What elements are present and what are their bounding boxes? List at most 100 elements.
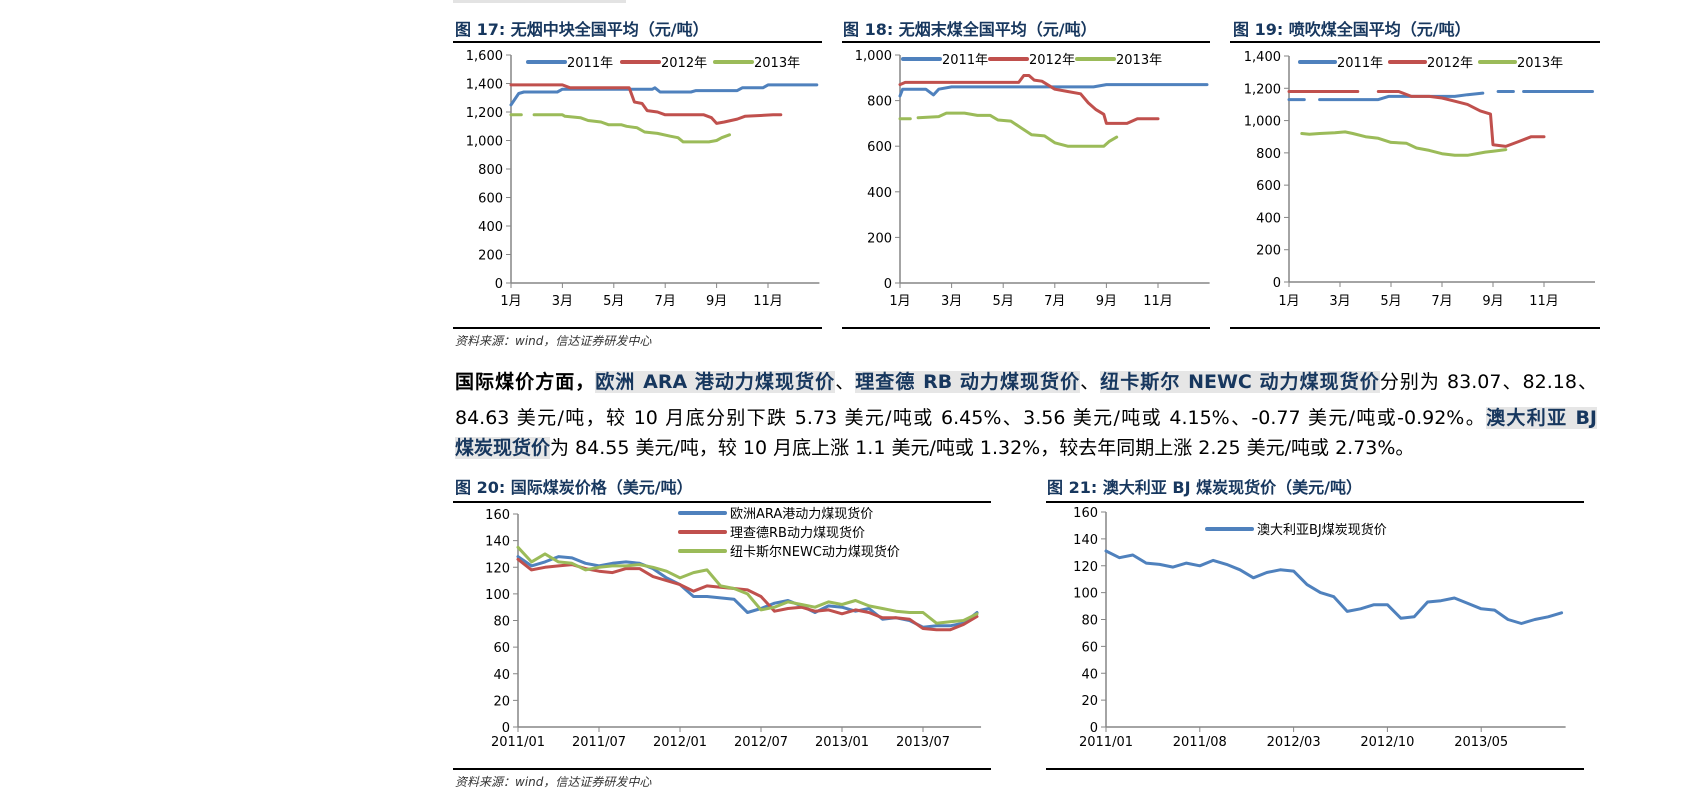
y-tick-label: 600 [1256,179,1281,194]
y-tick-label: 1,000 [855,49,892,64]
highlighted-term: 欧洲 ARA 港动力煤现货价 [595,371,836,393]
x-tick-label: 2012/01 [653,735,707,750]
x-tick-label: 2012/07 [734,735,788,750]
chart-21-bottom-rule [1046,768,1584,770]
x-tick-label: 9月 [706,294,727,309]
y-tick-label: 1,200 [466,106,503,121]
legend-label: 2013年 [754,56,800,71]
y-tick-label: 0 [502,721,510,736]
source-note-top: 资料来源：wind，信达证券研发中心 [455,334,652,348]
x-tick-label: 5月 [1380,294,1401,309]
x-tick-label: 7月 [655,294,676,309]
highlighted-term: 煤炭现货价 [455,437,551,459]
y-tick-label: 1,200 [1244,82,1281,97]
y-tick-label: 200 [1256,244,1281,259]
series-line-3 [1300,130,1508,157]
paragraph-line-2: 84.63 美元/吨，较 10 月底分别下跌 5.73 美元/吨或 6.45%、… [455,406,1597,430]
x-tick-label: 2013/07 [896,735,950,750]
chart-19-bottom-rule [1230,327,1600,329]
x-tick-label: 9月 [1482,294,1503,309]
y-tick-label: 200 [478,249,503,264]
paragraph-text: 分别为 83.07、82.18、 [1379,371,1597,393]
y-tick-label: 160 [485,508,510,523]
series-line-2 [516,557,979,632]
chart-18-bottom-rule [842,327,1210,329]
x-tick-label: 2013/01 [815,735,869,750]
header-bar [453,0,626,3]
x-tick-label: 2011/01 [1079,735,1133,750]
x-tick-label: 2011/01 [491,735,545,750]
x-tick-label: 3月 [552,294,573,309]
chart-21-top-rule [1046,501,1584,503]
x-tick-label: 2011/07 [572,735,626,750]
series-line-2 [509,83,783,125]
y-tick-label: 80 [493,615,510,630]
legend-label: 2013年 [1517,56,1563,71]
highlighted-term: 纽卡斯尔 NEWC 动力煤现货价 [1100,371,1380,393]
x-tick-label: 5月 [993,294,1014,309]
y-tick-label: 40 [493,668,510,683]
y-tick-label: 140 [485,535,510,550]
chart-19-top-rule [1230,41,1600,43]
y-tick-label: 800 [478,163,503,178]
source-note-bottom: 资料来源：wind，信达证券研发中心 [455,775,652,789]
y-tick-label: 800 [867,95,892,110]
y-tick-label: 600 [478,192,503,207]
legend-label: 2013年 [1116,53,1162,68]
highlighted-term: 理查德 RB 动力煤现货价 [855,371,1081,393]
y-tick-label: 200 [867,231,892,246]
paragraph-text: 为 84.55 美元/吨，较 10 月底上涨 1.1 美元/吨或 1.32%，较… [550,437,1415,459]
series-line-3 [509,113,731,144]
y-tick-label: 40 [1081,667,1098,682]
legend-label: 纽卡斯尔NEWC动力煤现货价 [730,544,900,560]
chart-20-title: 图 20: 国际煤炭价格（美元/吨） [455,478,693,497]
y-tick-label: 1,600 [466,49,503,64]
y-tick-label: 800 [1256,147,1281,162]
paragraph-text: 国际煤价方面， [455,371,596,393]
x-tick-label: 3月 [1329,294,1350,309]
x-tick-label: 7月 [1044,294,1065,309]
x-tick-label: 1月 [500,294,521,309]
x-tick-label: 2011/08 [1173,735,1227,750]
y-tick-label: 140 [1073,533,1098,548]
series-line-3 [516,545,979,625]
x-tick-label: 3月 [941,294,962,309]
y-tick-label: 120 [1073,560,1098,575]
chart-20-bottom-rule [453,768,991,770]
y-tick-label: 400 [478,220,503,235]
paragraph-text: 、 [835,371,856,393]
paragraph-text: 84.63 美元/吨，较 10 月底分别下跌 5.73 美元/吨或 6.45%、… [455,407,1487,429]
y-tick-label: 1,000 [466,135,503,150]
series-line-1 [1104,549,1564,625]
y-tick-label: 600 [867,140,892,155]
paragraph-international-coal: 国际煤价方面，欧洲 ARA 港动力煤现货价、理查德 RB 动力煤现货价、纽卡斯尔… [455,370,1597,470]
series-line-1 [898,83,1209,98]
chart-18-top-rule [842,41,1210,43]
series-line-1 [509,83,819,107]
y-tick-label: 0 [1090,721,1098,736]
y-tick-label: 1,000 [1244,115,1281,130]
legend-label: 2012年 [1427,56,1473,71]
x-tick-label: 2013/05 [1454,735,1508,750]
legend-label: 2011年 [1337,56,1383,71]
paragraph-text: 、 [1080,371,1101,393]
chart-21-title: 图 21: 澳大利亚 BJ 煤炭现货价（美元/吨） [1047,478,1362,497]
y-tick-label: 1,400 [466,78,503,93]
legend-label: 澳大利亚BJ煤炭现货价 [1257,522,1387,538]
x-tick-label: 5月 [603,294,624,309]
y-tick-label: 20 [493,694,510,709]
series-line-2 [1287,90,1546,148]
x-tick-label: 11月 [1529,294,1559,309]
x-tick-label: 11月 [1143,294,1173,309]
legend-label: 2012年 [1029,53,1075,68]
y-tick-label: 80 [1081,614,1098,629]
x-tick-label: 11月 [753,294,783,309]
x-tick-label: 9月 [1096,294,1117,309]
y-tick-label: 1,400 [1244,50,1281,65]
x-tick-label: 2012/03 [1267,735,1321,750]
series-line-2 [898,74,1160,125]
y-tick-label: 400 [1256,211,1281,226]
paragraph-line-3: 煤炭现货价为 84.55 美元/吨，较 10 月底上涨 1.1 美元/吨或 1.… [455,436,1597,460]
chart-17-top-rule [453,41,822,43]
